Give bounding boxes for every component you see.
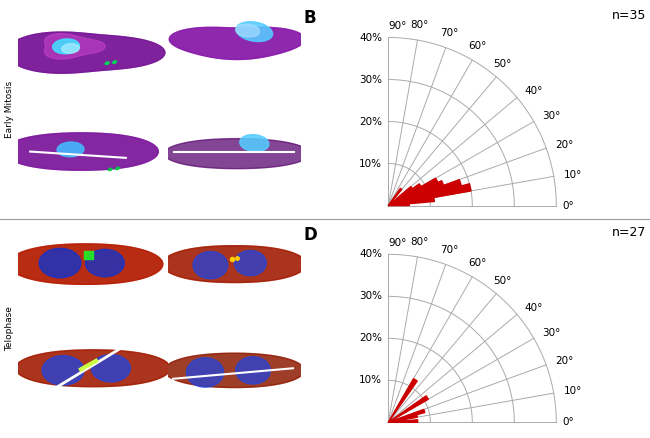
Text: 30%: 30% xyxy=(359,74,382,85)
Text: Early Mitosis: Early Mitosis xyxy=(5,81,14,138)
Polygon shape xyxy=(388,198,434,205)
Text: 30°: 30° xyxy=(543,328,561,338)
Text: 70°: 70° xyxy=(440,28,458,38)
Text: 30°: 30° xyxy=(543,112,561,121)
Text: 40°: 40° xyxy=(525,303,543,313)
Ellipse shape xyxy=(53,39,79,54)
Polygon shape xyxy=(388,415,417,422)
Ellipse shape xyxy=(62,44,79,53)
Circle shape xyxy=(193,251,227,279)
Polygon shape xyxy=(388,178,438,205)
Polygon shape xyxy=(164,353,304,388)
Text: 0°: 0° xyxy=(563,201,575,211)
Polygon shape xyxy=(16,350,170,387)
Polygon shape xyxy=(388,396,428,422)
Text: 40%: 40% xyxy=(359,32,382,42)
Text: 20°: 20° xyxy=(556,357,574,367)
Circle shape xyxy=(92,355,131,382)
Text: 20°: 20° xyxy=(556,140,574,150)
Polygon shape xyxy=(388,420,405,422)
Text: 70°: 70° xyxy=(440,245,458,255)
Polygon shape xyxy=(7,32,165,73)
Text: D: D xyxy=(303,226,317,244)
Polygon shape xyxy=(388,184,471,205)
Circle shape xyxy=(39,248,81,278)
Text: 50°: 50° xyxy=(493,59,512,69)
Text: 80°: 80° xyxy=(410,20,428,30)
Text: n=27: n=27 xyxy=(612,226,647,239)
Polygon shape xyxy=(4,133,159,170)
Polygon shape xyxy=(164,353,304,388)
Text: 20%: 20% xyxy=(359,333,382,343)
Circle shape xyxy=(234,251,266,276)
Circle shape xyxy=(187,358,224,387)
Polygon shape xyxy=(116,167,120,170)
Polygon shape xyxy=(45,34,105,59)
Text: 10%: 10% xyxy=(359,375,382,385)
Polygon shape xyxy=(162,246,306,283)
Polygon shape xyxy=(112,61,117,63)
Text: 10°: 10° xyxy=(564,170,582,180)
Ellipse shape xyxy=(236,24,259,37)
Polygon shape xyxy=(8,244,162,284)
Polygon shape xyxy=(388,204,410,205)
Polygon shape xyxy=(4,133,159,170)
Text: 0°: 0° xyxy=(563,417,575,427)
Text: 10%: 10% xyxy=(359,159,382,169)
Polygon shape xyxy=(388,420,418,422)
Polygon shape xyxy=(388,188,402,205)
Text: 90°: 90° xyxy=(388,21,407,31)
Polygon shape xyxy=(162,246,306,283)
Polygon shape xyxy=(8,244,162,284)
Ellipse shape xyxy=(57,142,84,157)
Polygon shape xyxy=(16,350,170,387)
Polygon shape xyxy=(388,184,421,205)
Text: C: C xyxy=(24,222,33,235)
Polygon shape xyxy=(388,180,443,205)
Text: 30%: 30% xyxy=(359,291,382,301)
Text: 60°: 60° xyxy=(468,258,487,268)
Text: 10°: 10° xyxy=(564,386,582,396)
Text: 90°: 90° xyxy=(388,238,407,248)
Ellipse shape xyxy=(236,22,272,42)
Polygon shape xyxy=(169,27,305,60)
Circle shape xyxy=(42,356,84,385)
Text: 40°: 40° xyxy=(525,86,543,96)
Text: Telophase: Telophase xyxy=(5,306,14,351)
Text: n=35: n=35 xyxy=(612,9,647,22)
Polygon shape xyxy=(388,410,425,422)
Text: 40%: 40% xyxy=(359,249,382,259)
Polygon shape xyxy=(7,32,165,73)
Text: 20%: 20% xyxy=(359,117,382,127)
Circle shape xyxy=(86,249,124,277)
Polygon shape xyxy=(388,187,412,205)
Text: 60°: 60° xyxy=(468,41,487,51)
Polygon shape xyxy=(169,27,305,60)
Polygon shape xyxy=(105,62,109,64)
Text: 50°: 50° xyxy=(493,276,512,286)
Text: A: A xyxy=(24,7,34,21)
Ellipse shape xyxy=(240,134,269,152)
Polygon shape xyxy=(108,168,112,170)
Polygon shape xyxy=(388,379,417,422)
Polygon shape xyxy=(388,180,462,205)
Text: B: B xyxy=(303,9,316,28)
Polygon shape xyxy=(164,139,310,169)
Text: 80°: 80° xyxy=(410,237,428,247)
Circle shape xyxy=(236,357,270,384)
